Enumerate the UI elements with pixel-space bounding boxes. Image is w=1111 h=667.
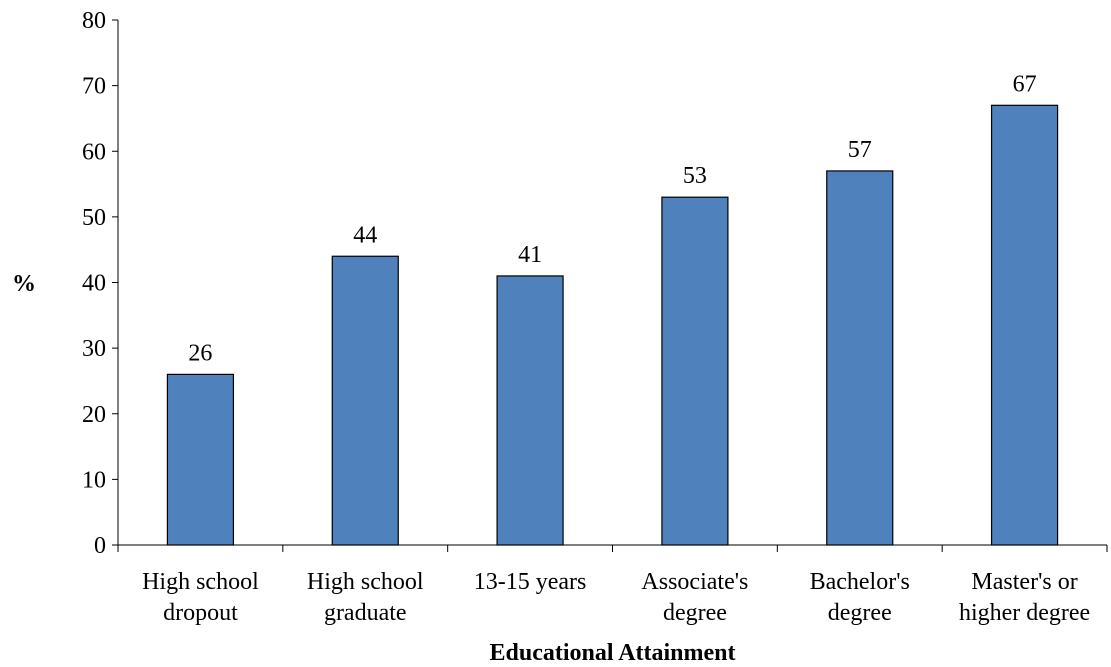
x-category-label: 13-15 years [474, 569, 587, 595]
bar [331, 255, 399, 546]
bar [496, 275, 564, 546]
y-axis-title: % [12, 271, 36, 297]
data-labels: 26 44 41 53 57 67 [188, 71, 1036, 366]
y-tick-label: 60 [82, 139, 106, 165]
y-tick-label: 0 [94, 533, 106, 559]
x-axis [117, 544, 1108, 552]
data-label: 67 [1013, 71, 1037, 97]
bar [661, 196, 729, 546]
data-label: 44 [353, 222, 377, 248]
y-tick-label: 20 [82, 402, 106, 428]
y-tick-label: 40 [82, 271, 106, 297]
bar [166, 373, 235, 546]
y-tick-label: 70 [82, 74, 106, 100]
x-category-label: Associate's degree [641, 569, 748, 626]
category-labels: High school dropout High school graduate 13-… [142, 569, 1090, 626]
y-tick-label: 80 [82, 8, 106, 34]
y-tick-label: 30 [82, 336, 106, 362]
x-category-label: High school dropout [142, 569, 259, 626]
bar [990, 104, 1059, 546]
data-label: 26 [188, 340, 212, 366]
y-axis: 0 10 20 30 40 50 60 70 80 [82, 8, 119, 559]
data-label: 57 [848, 137, 872, 163]
y-tick-label: 10 [82, 467, 106, 493]
x-axis-title: Educational Attainment [489, 640, 735, 666]
bars [166, 104, 1059, 546]
data-label: 53 [683, 163, 707, 189]
data-label: 41 [518, 242, 542, 268]
bar [826, 170, 894, 546]
x-category-label: Master's or higher degree [959, 569, 1090, 626]
x-category-label: High school graduate [307, 569, 424, 626]
y-tick-label: 50 [82, 205, 106, 231]
x-category-label: Bachelor's degree [810, 569, 910, 626]
